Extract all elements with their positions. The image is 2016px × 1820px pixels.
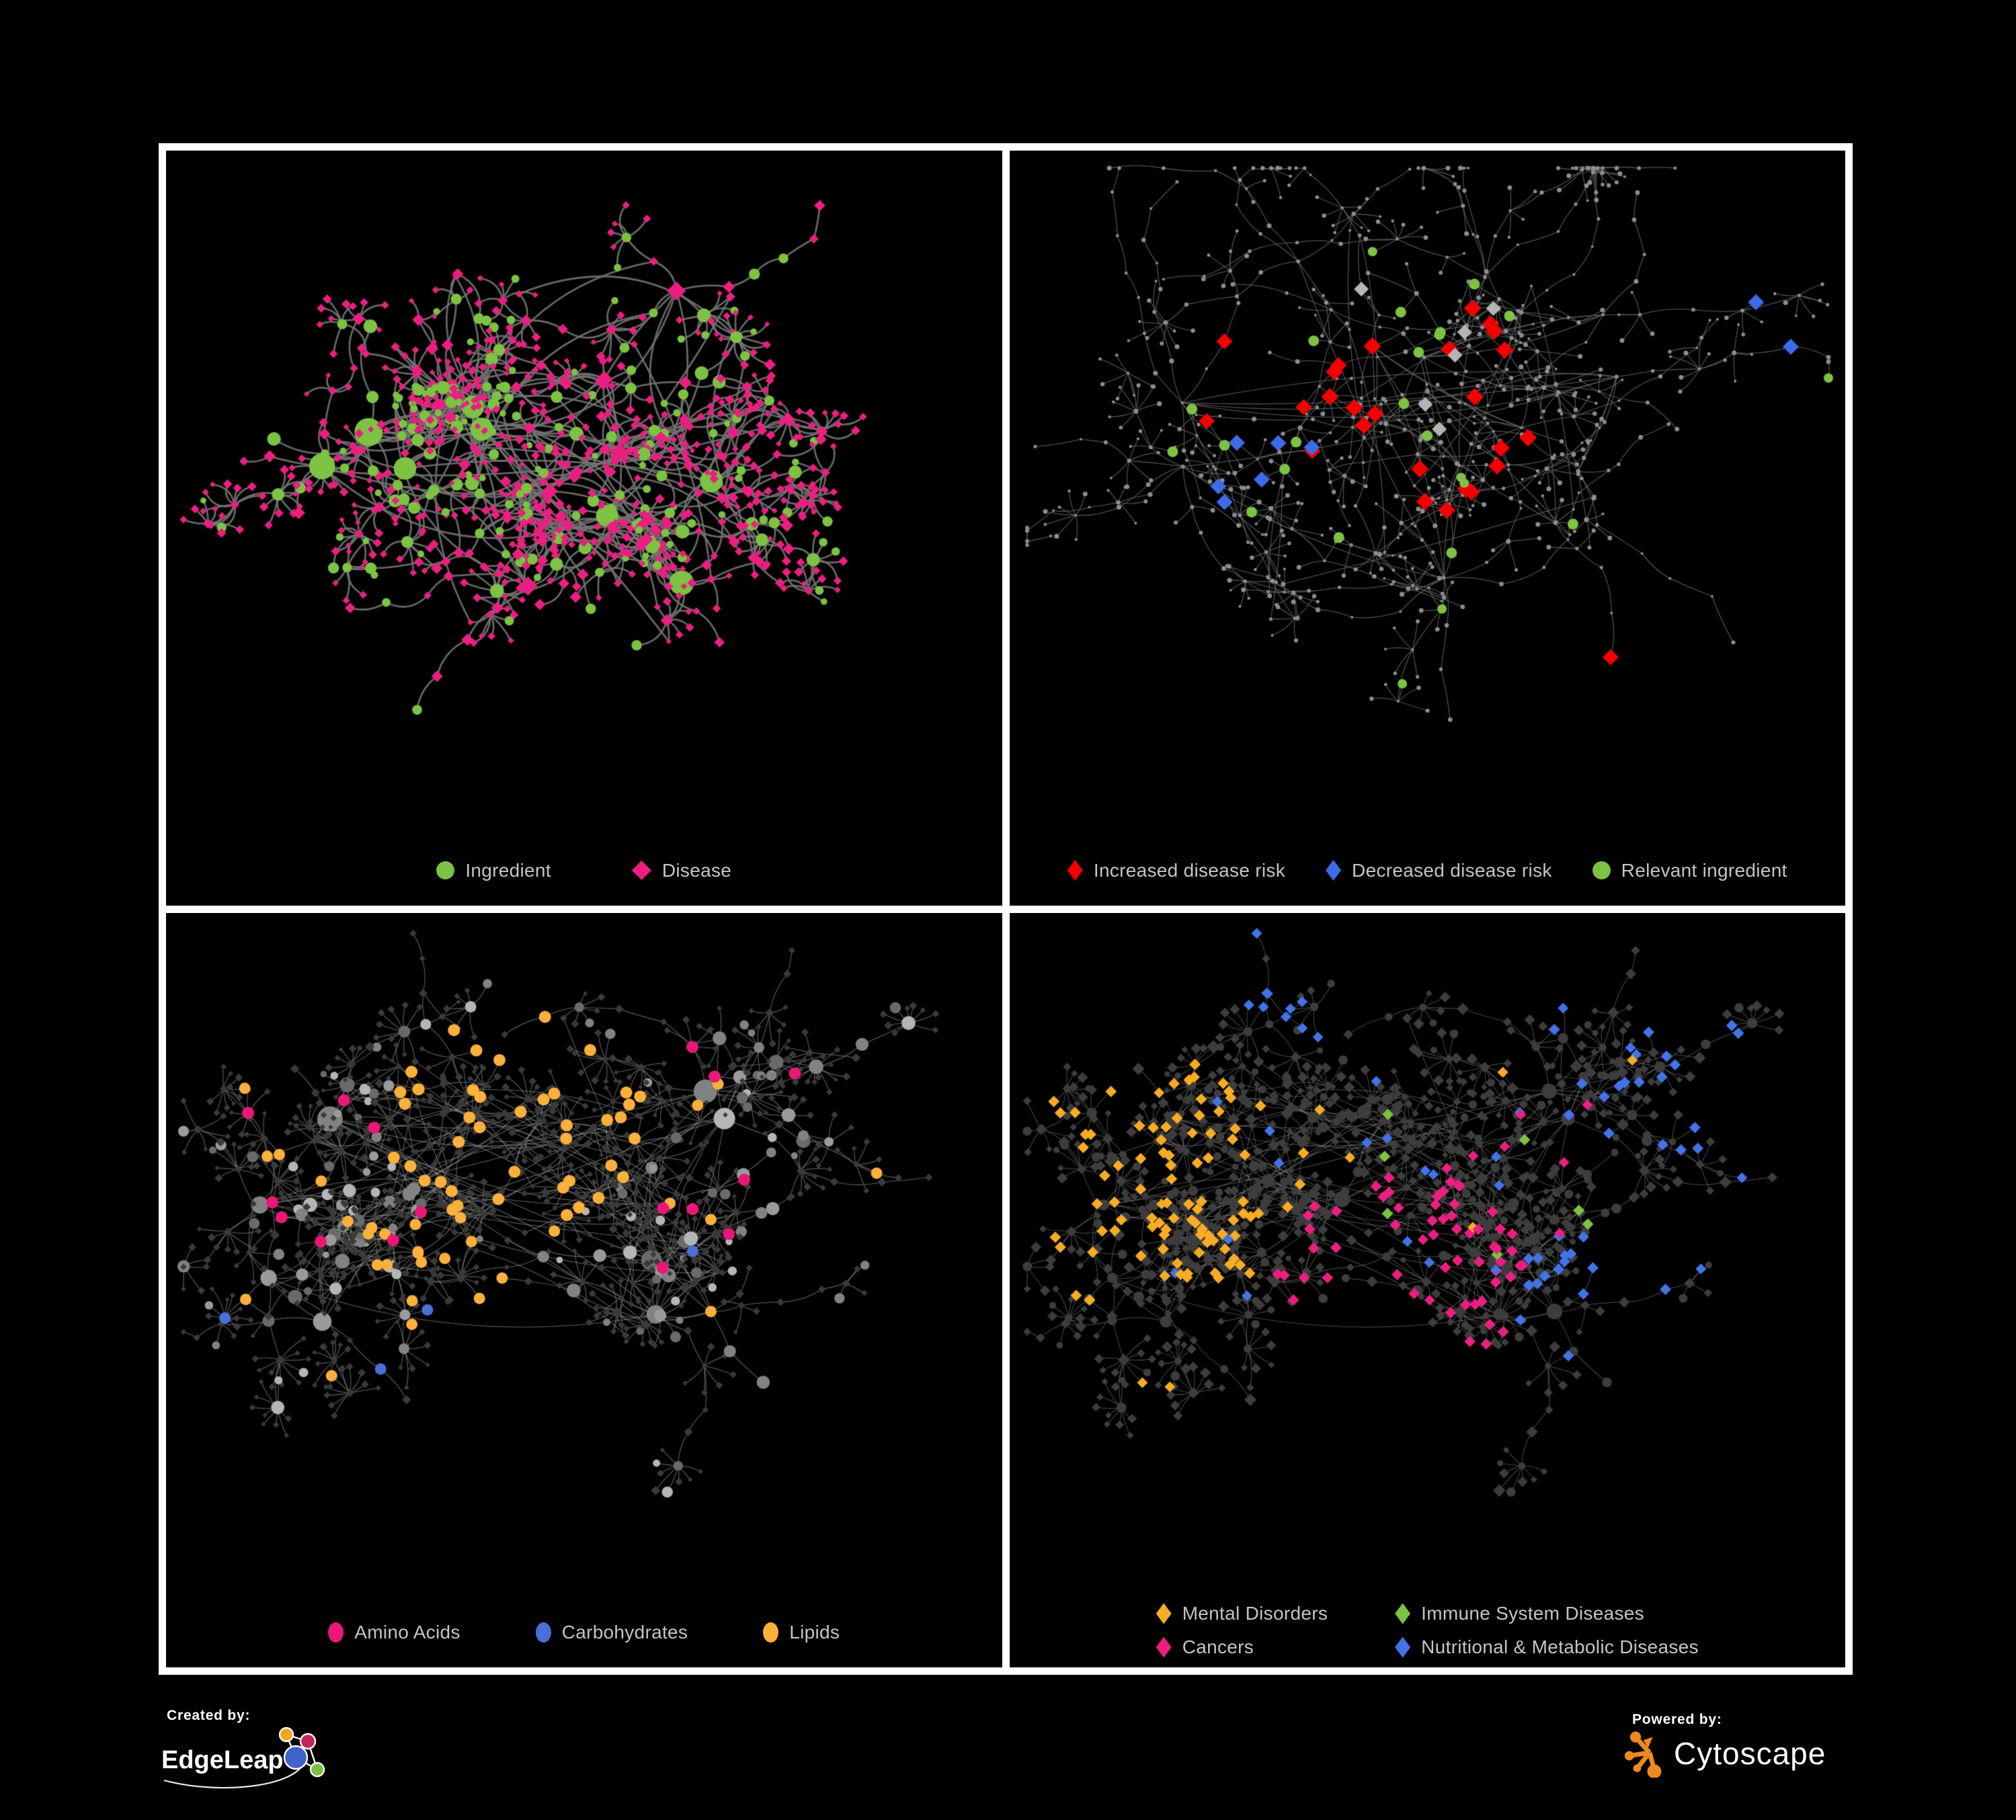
- legend-item-increased-risk: Increased disease risk: [1067, 860, 1285, 881]
- legend-label-immune-system-diseases: Immune System Diseases: [1421, 1603, 1644, 1624]
- legend-item-decreased-risk: Decreased disease risk: [1326, 860, 1552, 881]
- panel-ingredient-classes: Amino Acids Carbohydrates Lipids: [166, 912, 1002, 1667]
- mental-disorders-diamond-icon: [1156, 1603, 1172, 1624]
- disease-diamond-icon: [631, 861, 651, 880]
- legend-label-decreased-risk: Decreased disease risk: [1352, 859, 1552, 881]
- cytoscape-icon: [1624, 1731, 1662, 1778]
- immune-system-diseases-diamond-icon: [1395, 1603, 1411, 1624]
- network-canvas-disease-classes: [1009, 912, 1845, 1593]
- legend-item-nutritional-metabolic-diseases: Nutritional & Metabolic Diseases: [1395, 1636, 1699, 1658]
- cancers-diamond-icon: [1156, 1636, 1172, 1658]
- edgeleap-wordmark: EdgeLeap: [161, 1746, 284, 1774]
- panel-disease-risk: Increased disease risk Decreased disease…: [1009, 151, 1846, 906]
- edgeleap-branding: Created by: EdgeLeap: [160, 1708, 483, 1809]
- edgeleap-network-icon: [278, 1727, 325, 1778]
- panel-disease-classes: Mental Disorders Immune System Diseases …: [1009, 912, 1846, 1667]
- legend-item-immune-system-diseases: Immune System Diseases: [1395, 1603, 1699, 1624]
- cytoscape-branding: Powered by: Cytoscape: [1624, 1712, 1853, 1806]
- created-by-label: Created by:: [167, 1708, 251, 1723]
- ingredient-circle-icon: [436, 861, 455, 879]
- legend-item-relevant-ingredient: Relevant ingredient: [1592, 860, 1787, 881]
- edgeleap-swoosh: [163, 1762, 305, 1789]
- cytoscape-wordmark: Cytoscape: [1674, 1736, 1826, 1771]
- nutritional-metabolic-diseases-diamond-icon: [1395, 1636, 1411, 1658]
- carbohydrates-circle-icon: [535, 1622, 551, 1643]
- relevant-ingredient-circle-icon: [1592, 861, 1611, 879]
- lipids-circle-icon: [763, 1622, 779, 1643]
- legend-item-amino-acids: Amino Acids: [328, 1622, 460, 1643]
- legend-item-mental-disorders: Mental Disorders: [1156, 1603, 1328, 1624]
- legend-label-disease: Disease: [661, 859, 732, 881]
- legend-disease-classes: Mental Disorders Immune System Diseases …: [1010, 1603, 1846, 1658]
- legend-label-amino-acids: Amino Acids: [354, 1622, 460, 1643]
- legend-ingredient-disease: Ingredient Disease: [166, 860, 1002, 881]
- figure-frame: Ingredient Disease Increased disease ris…: [159, 143, 1853, 1675]
- legend-label-relevant-ingredient: Relevant ingredient: [1621, 859, 1787, 881]
- legend-label-mental-disorders: Mental Disorders: [1182, 1603, 1328, 1624]
- legend-disease-risk: Increased disease risk Decreased disease…: [1010, 860, 1846, 881]
- network-canvas-ingredient-classes: [166, 912, 1002, 1593]
- legend-label-carbohydrates: Carbohydrates: [561, 1622, 688, 1643]
- legend-item-disease: Disease: [631, 859, 732, 881]
- legend-item-ingredient: Ingredient: [436, 860, 551, 881]
- legend-item-cancers: Cancers: [1156, 1636, 1328, 1658]
- legend-label-nutritional-metabolic-diseases: Nutritional & Metabolic Diseases: [1421, 1636, 1699, 1657]
- amino-acids-circle-icon: [328, 1622, 344, 1643]
- legend-item-carbohydrates: Carbohydrates: [535, 1622, 688, 1643]
- legend-ingredient-classes: Amino Acids Carbohydrates Lipids: [166, 1622, 1002, 1643]
- legend-label-ingredient: Ingredient: [465, 859, 551, 881]
- decreased-risk-diamond-icon: [1326, 860, 1342, 881]
- legend-label-cancers: Cancers: [1182, 1636, 1254, 1657]
- increased-risk-diamond-icon: [1067, 860, 1083, 881]
- legend-label-lipids: Lipids: [789, 1622, 840, 1643]
- legend-label-increased-risk: Increased disease risk: [1093, 859, 1286, 881]
- panel-ingredient-disease: Ingredient Disease: [166, 151, 1002, 906]
- legend-item-lipids: Lipids: [763, 1622, 840, 1643]
- network-canvas-disease-risk: [1009, 151, 1845, 830]
- network-canvas-ingredient-disease: [166, 151, 1002, 830]
- edgeleap-logo: EdgeLeap: [161, 1727, 325, 1789]
- powered-by-label: Powered by:: [1632, 1712, 1722, 1727]
